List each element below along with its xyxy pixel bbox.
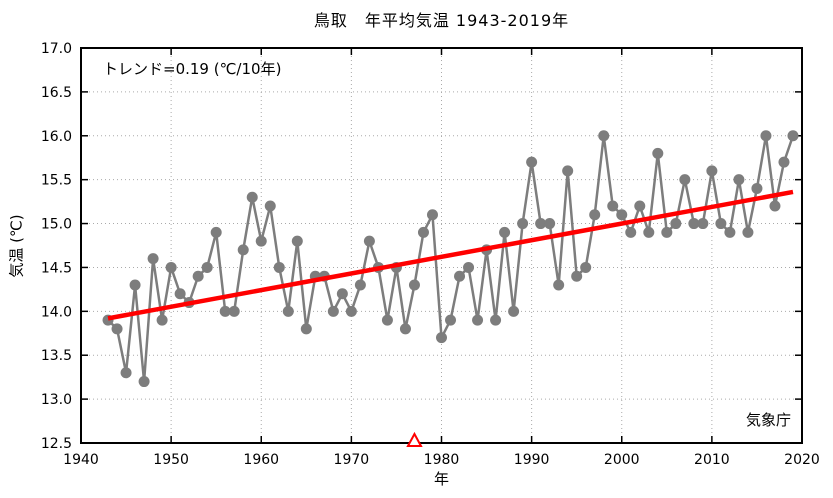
plot-frame (80, 47, 803, 444)
data-point (445, 314, 457, 326)
x-tick-label: 1960 (243, 452, 279, 468)
y-tick-label: 14.0 (41, 304, 72, 320)
data-point (724, 226, 736, 238)
data-point (345, 305, 357, 317)
data-point (264, 200, 276, 212)
trend-annotation: トレンド=0.19 (℃/10年) (103, 60, 282, 78)
y-tick-label: 15.5 (41, 173, 72, 189)
data-point (670, 218, 682, 230)
x-tick-label: 1980 (424, 452, 460, 468)
y-tick-label: 16.5 (41, 85, 72, 101)
data-point (354, 279, 366, 291)
y-tick-label: 13.5 (41, 348, 72, 364)
data-point (327, 305, 339, 317)
data-point (174, 288, 186, 300)
y-tick-label: 12.5 (41, 436, 72, 452)
data-point (787, 130, 799, 142)
data-point (652, 147, 664, 159)
data-point (661, 226, 673, 238)
y-tick-label: 16.0 (41, 129, 72, 145)
data-point (138, 376, 150, 388)
x-tick-label: 1940 (63, 452, 99, 468)
data-point (192, 270, 204, 282)
data-point (778, 156, 790, 168)
x-tick-label: 2010 (694, 452, 730, 468)
temperature-series-line (107, 134, 795, 383)
data-point (246, 191, 258, 203)
data-point (769, 200, 781, 212)
x-tick-label: 2000 (604, 452, 640, 468)
data-point (210, 226, 222, 238)
data-point (706, 165, 718, 177)
data-point (237, 244, 249, 256)
data-point (625, 226, 637, 238)
data-point (553, 279, 565, 291)
data-point (472, 314, 484, 326)
data-point (300, 323, 312, 335)
data-point (760, 130, 772, 142)
data-point (607, 200, 619, 212)
data-point (436, 332, 447, 344)
data-point (562, 165, 574, 177)
data-point (454, 270, 466, 282)
y-tick-label: 14.5 (41, 260, 72, 276)
data-point (111, 323, 123, 335)
x-tick-label: 1950 (153, 452, 189, 468)
data-point (201, 261, 213, 273)
data-point (679, 174, 691, 186)
data-point (282, 305, 294, 317)
data-point (336, 288, 348, 300)
trend-line (107, 189, 794, 321)
data-point (228, 305, 240, 317)
data-point (544, 218, 556, 230)
data-point (688, 218, 700, 230)
data-point (589, 209, 601, 221)
data-point (634, 200, 646, 212)
data-point (147, 253, 159, 265)
data-point (417, 226, 429, 238)
x-tick-label: 2020 (784, 452, 820, 468)
data-point (291, 235, 303, 247)
data-point (165, 261, 177, 273)
data-point (697, 218, 709, 230)
data-point (517, 218, 529, 230)
data-point (715, 218, 727, 230)
data-point (733, 174, 745, 186)
data-point (742, 226, 754, 238)
data-point (273, 261, 285, 273)
data-point (129, 279, 141, 291)
data-point (508, 305, 520, 317)
data-point (499, 226, 511, 238)
data-point (426, 209, 438, 221)
data-point (751, 182, 763, 194)
data-point (463, 261, 475, 273)
data-point (219, 305, 231, 317)
x-tick-label: 1970 (334, 452, 370, 468)
data-point (156, 314, 168, 326)
data-point (399, 323, 411, 335)
chart-title: 鳥取 年平均気温 1943-2019年 (313, 11, 570, 30)
data-point (363, 235, 375, 247)
data-point (408, 279, 420, 291)
x-axis-label: 年 (433, 470, 449, 488)
data-point (490, 314, 502, 326)
data-point (616, 209, 628, 221)
data-point (526, 156, 538, 168)
y-tick-label: 13.0 (41, 392, 72, 408)
data-point (535, 218, 547, 230)
data-point (598, 130, 610, 142)
source-label: 気象庁 (745, 411, 791, 429)
y-tick-label: 17.0 (41, 41, 72, 57)
data-point (643, 226, 655, 238)
y-tick-label: 15.0 (41, 217, 72, 233)
event-marker-triangle-icon (406, 431, 423, 447)
data-point (120, 367, 132, 379)
data-point (381, 314, 393, 326)
data-point (571, 270, 583, 282)
data-point (255, 235, 267, 247)
x-tick-label: 1990 (514, 452, 550, 468)
data-point (580, 261, 592, 273)
